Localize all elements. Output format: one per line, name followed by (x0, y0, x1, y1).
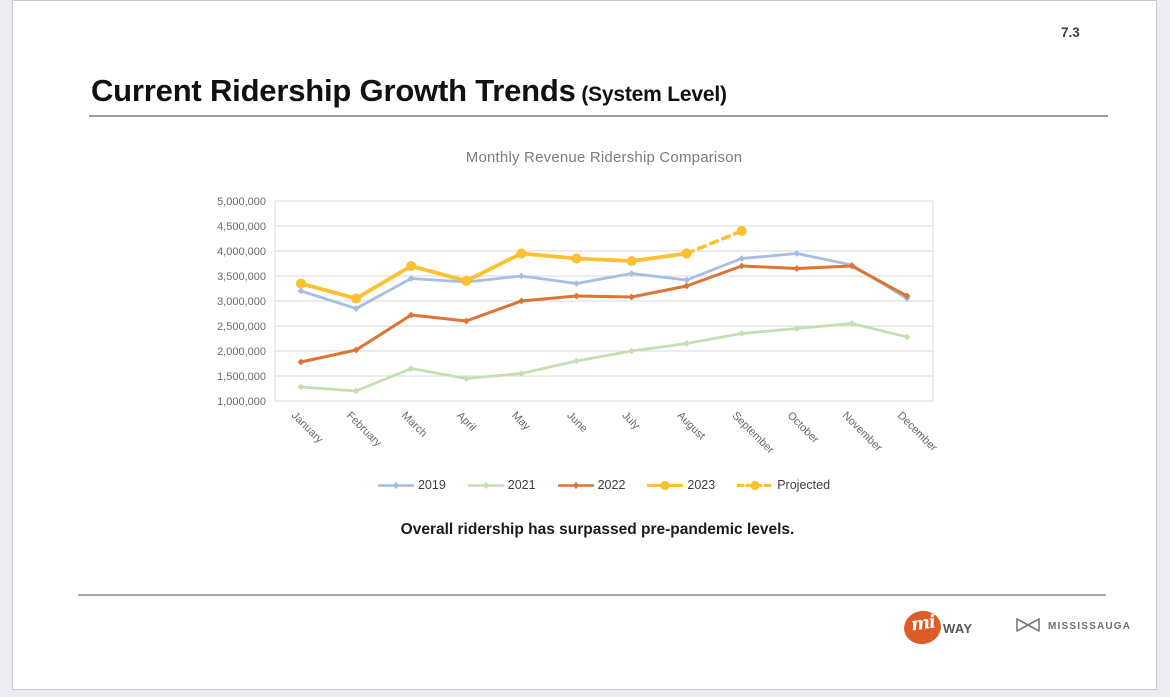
x-axis-tick-label: August (675, 410, 708, 443)
miway-logo: mi WAY (900, 607, 989, 653)
y-axis-tick-label: 2,500,000 (217, 321, 266, 333)
marker-2021 (462, 375, 470, 382)
series-line-2022 (299, 264, 909, 364)
legend-swatch-2021 (467, 481, 504, 489)
y-axis-tick-label: 4,000,000 (217, 246, 266, 258)
marker-2023 (406, 261, 417, 271)
footer-divider (78, 594, 1106, 596)
marker-2022 (352, 346, 360, 354)
marker-2019 (573, 280, 580, 287)
marker-Projected (681, 248, 692, 259)
x-axis-tick-label: February (344, 410, 384, 450)
x-axis-tick-label: March (399, 410, 429, 440)
y-axis-tick-label: 1,500,000 (217, 371, 266, 383)
legend-item-2021: 2021 (467, 478, 536, 492)
legend-item-Projected: Projected (737, 478, 830, 492)
legend-label-2021: 2021 (507, 478, 536, 492)
y-axis-tick-label: 4,500,000 (217, 221, 266, 233)
marker-2023 (571, 253, 582, 264)
legend-swatch-2019 (377, 481, 414, 489)
marker-2023 (296, 278, 306, 289)
legend-label-2023: 2023 (687, 478, 716, 492)
x-axis-tick-label: May (509, 410, 533, 434)
marker-2021 (683, 340, 691, 347)
marker-2021 (352, 387, 360, 395)
series-line-2019 (299, 252, 909, 310)
x-axis-tick-label: December (895, 410, 940, 455)
y-axis-tick-label: 3,000,000 (217, 296, 266, 308)
title-underline (89, 115, 1108, 117)
legend-label-2019: 2019 (417, 478, 446, 492)
y-axis-tick-label: 5,000,000 (217, 196, 266, 208)
marker-2021 (628, 347, 635, 355)
page-number: 7.3 (1061, 25, 1080, 40)
marker-2023 (461, 276, 472, 286)
marker-2022 (793, 265, 801, 272)
chart-legend: 2019 2021 2022 2023 Projected (204, 478, 1004, 492)
marker-2021 (573, 357, 580, 365)
legend-item-2019: 2019 (377, 478, 446, 492)
x-axis-tick-label: October (785, 410, 821, 446)
x-axis-tick-label: June (564, 410, 589, 435)
marker-2023 (516, 248, 527, 259)
marker-2022 (628, 293, 635, 301)
series-line-Projected (684, 229, 744, 256)
x-axis-tick-label: July (619, 410, 642, 433)
miway-script-text: mi (909, 611, 937, 636)
marker-2021 (903, 333, 911, 341)
marker-2021 (407, 365, 415, 372)
series-line-2023 (299, 251, 689, 301)
marker-2023 (626, 256, 637, 266)
mississauga-wordmark: MISSISSAUGA (1048, 621, 1132, 632)
marker-2019 (628, 270, 635, 277)
y-axis-tick-label: 3,500,000 (217, 271, 266, 283)
series-line-2021 (299, 322, 909, 393)
miway-way-text: WAY (943, 621, 973, 636)
chart-title: Monthly Revenue Ridership Comparison (465, 149, 743, 166)
marker-2019 (517, 272, 525, 280)
x-axis-tick-label: November (840, 410, 885, 455)
marker-2023 (351, 293, 362, 304)
marker-2022 (462, 317, 470, 325)
marker-2019 (297, 287, 305, 295)
ridership-line-chart: 1,000,000 1,500,000 2,000,000 2,500,000 3,00… (217, 196, 940, 457)
slide-caption: Overall ridership has surpassed pre-pand… (400, 521, 795, 538)
x-axis-tick-label: September (730, 410, 777, 457)
marker-2022 (297, 358, 305, 366)
legend-swatch-2023 (647, 480, 684, 490)
slide-title-text: Current Ridership Growth Trends (91, 73, 576, 108)
marker-2021 (738, 330, 746, 337)
marker-2019 (793, 250, 801, 257)
legend-label-Projected: Projected (777, 478, 831, 492)
legend-item-2023: 2023 (647, 478, 715, 492)
mississauga-m-icon (1016, 618, 1040, 632)
marker-2019 (407, 275, 415, 282)
slide-title: Current Ridership Growth Trends (System … (91, 73, 727, 109)
x-axis-tick-label: April (454, 410, 478, 434)
legend-label-2022: 2022 (597, 478, 626, 492)
slide-page: 7.3 Current Ridership Growth Trends (Sys… (12, 0, 1157, 690)
marker-2022 (407, 311, 415, 319)
mississauga-logo: MISSISSAUGA (1015, 616, 1130, 638)
y-axis-tick-label: 1,000,000 (217, 396, 266, 408)
marker-2019 (352, 305, 360, 312)
marker-Projected (736, 226, 747, 236)
marker-2021 (297, 383, 305, 391)
legend-swatch-Projected (737, 480, 774, 490)
slide-subtitle: (System Level) (575, 83, 727, 106)
marker-2022 (573, 292, 580, 300)
legend-swatch-2022 (557, 481, 594, 489)
x-axis-tick-label: January (289, 410, 326, 447)
legend-item-2022: 2022 (557, 478, 626, 492)
y-axis-tick-label: 2,000,000 (217, 346, 266, 358)
